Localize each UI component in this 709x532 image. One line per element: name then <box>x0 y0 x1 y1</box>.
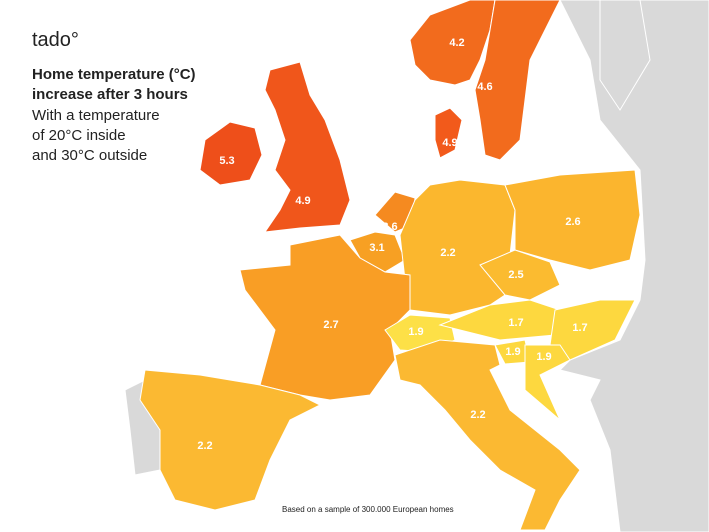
country <box>479 249 561 301</box>
region-label: 1.9 <box>536 351 551 363</box>
region-label: 2.7 <box>323 319 338 331</box>
region-label: 2.2 <box>440 247 455 259</box>
region-label: 2.6 <box>565 216 580 228</box>
region-label: 1.7 <box>572 322 587 334</box>
region-label: 2.2 <box>197 440 212 452</box>
region-label: 5.3 <box>219 155 234 167</box>
region-label: 4.9 <box>295 195 310 207</box>
region-label: 1.9 <box>408 326 423 338</box>
region-label: 4.2 <box>449 37 464 49</box>
country <box>474 0 561 161</box>
land <box>559 0 709 532</box>
region-label: 1.9 <box>505 346 520 358</box>
country <box>139 369 322 511</box>
subtitle: With a temperature <box>32 107 160 124</box>
region-label: 3.6 <box>382 221 397 233</box>
region-label: 1.7 <box>508 317 523 329</box>
country <box>199 121 263 186</box>
country <box>409 0 496 86</box>
region-label: 3.1 <box>369 242 384 254</box>
subtitle: of 20°C inside <box>32 127 126 144</box>
region-label: 4.6 <box>477 81 492 93</box>
country <box>504 169 641 271</box>
title: increase after 3 hours <box>32 86 188 103</box>
country <box>394 339 581 531</box>
subtitle: and 30°C outside <box>32 147 147 164</box>
country <box>434 107 463 159</box>
country <box>524 344 571 421</box>
country <box>399 179 516 316</box>
title: Home temperature (°C) <box>32 66 196 83</box>
regions: 4.2 4.6 4.9 5.3 4.9 3.6 3.1 2.2 2.6 2.5 2.7 1.9 1.7 1… <box>139 0 641 531</box>
land <box>599 0 651 111</box>
region-label: 2.2 <box>470 409 485 421</box>
footnote: Based on a sample of 300.000 European ho… <box>282 505 454 514</box>
region-label: 2.5 <box>508 269 523 281</box>
brand: tado° <box>32 29 79 51</box>
country <box>263 61 351 233</box>
region-label: 4.9 <box>442 137 457 149</box>
